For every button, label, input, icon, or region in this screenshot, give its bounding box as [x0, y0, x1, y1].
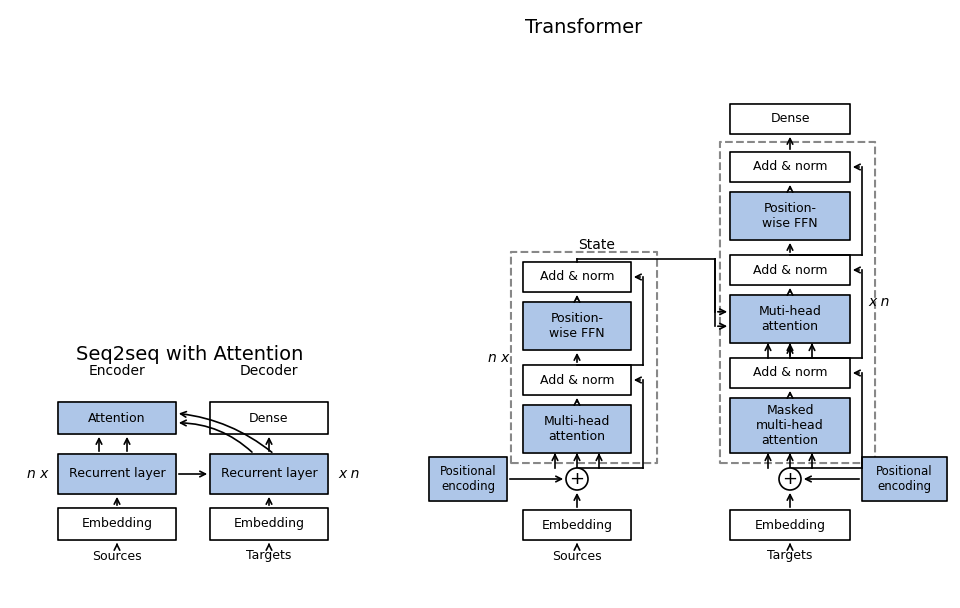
FancyBboxPatch shape	[730, 510, 850, 540]
Text: Positional
encoding: Positional encoding	[876, 465, 933, 493]
Text: Targets: Targets	[767, 550, 813, 562]
FancyBboxPatch shape	[58, 508, 176, 540]
Circle shape	[566, 468, 588, 490]
FancyBboxPatch shape	[730, 358, 850, 388]
FancyBboxPatch shape	[210, 508, 328, 540]
FancyBboxPatch shape	[730, 104, 850, 134]
Text: x n: x n	[338, 467, 359, 481]
FancyBboxPatch shape	[523, 405, 631, 453]
Text: Position-
wise FFN: Position- wise FFN	[762, 202, 818, 230]
FancyBboxPatch shape	[210, 454, 328, 494]
Text: Embedding: Embedding	[82, 517, 153, 531]
Text: Decoder: Decoder	[240, 364, 299, 378]
Circle shape	[779, 468, 801, 490]
FancyBboxPatch shape	[730, 255, 850, 285]
Text: Sources: Sources	[552, 550, 602, 562]
Text: Masked
multi-head
attention: Masked multi-head attention	[756, 404, 824, 447]
FancyBboxPatch shape	[730, 398, 850, 453]
FancyBboxPatch shape	[862, 457, 947, 501]
Text: Transformer: Transformer	[525, 18, 642, 37]
Text: Embedding: Embedding	[541, 519, 612, 531]
Text: Embedding: Embedding	[233, 517, 304, 531]
Text: Recurrent layer: Recurrent layer	[69, 468, 165, 480]
FancyBboxPatch shape	[523, 302, 631, 350]
Text: Embedding: Embedding	[755, 519, 826, 531]
Text: Sources: Sources	[92, 550, 142, 562]
Text: x n: x n	[868, 295, 889, 309]
Text: Multi-head
attention: Multi-head attention	[543, 415, 611, 443]
Text: n x: n x	[488, 350, 509, 365]
FancyBboxPatch shape	[58, 402, 176, 434]
Text: Position-
wise FFN: Position- wise FFN	[549, 312, 605, 340]
FancyBboxPatch shape	[429, 457, 507, 501]
Text: Add & norm: Add & norm	[753, 263, 828, 277]
Text: n x: n x	[27, 467, 48, 481]
Text: Targets: Targets	[247, 550, 292, 562]
Text: Seq2seq with Attention: Seq2seq with Attention	[76, 345, 303, 364]
Text: Add & norm: Add & norm	[753, 161, 828, 173]
Text: Dense: Dense	[770, 112, 809, 125]
Text: Encoder: Encoder	[88, 364, 145, 378]
Text: +: +	[569, 470, 585, 488]
FancyBboxPatch shape	[58, 454, 176, 494]
Text: State: State	[579, 238, 615, 252]
Text: Positional
encoding: Positional encoding	[440, 465, 496, 493]
Text: Add & norm: Add & norm	[540, 271, 614, 283]
Text: +: +	[782, 470, 798, 488]
FancyBboxPatch shape	[523, 510, 631, 540]
Text: Muti-head
attention: Muti-head attention	[758, 305, 822, 333]
Text: Attention: Attention	[88, 412, 146, 424]
FancyBboxPatch shape	[730, 192, 850, 240]
FancyBboxPatch shape	[730, 152, 850, 182]
FancyBboxPatch shape	[523, 262, 631, 292]
FancyBboxPatch shape	[730, 295, 850, 343]
Text: Add & norm: Add & norm	[540, 373, 614, 387]
FancyBboxPatch shape	[210, 402, 328, 434]
Text: Add & norm: Add & norm	[753, 367, 828, 379]
Text: Recurrent layer: Recurrent layer	[221, 468, 318, 480]
FancyBboxPatch shape	[523, 365, 631, 395]
Text: Dense: Dense	[250, 412, 289, 424]
